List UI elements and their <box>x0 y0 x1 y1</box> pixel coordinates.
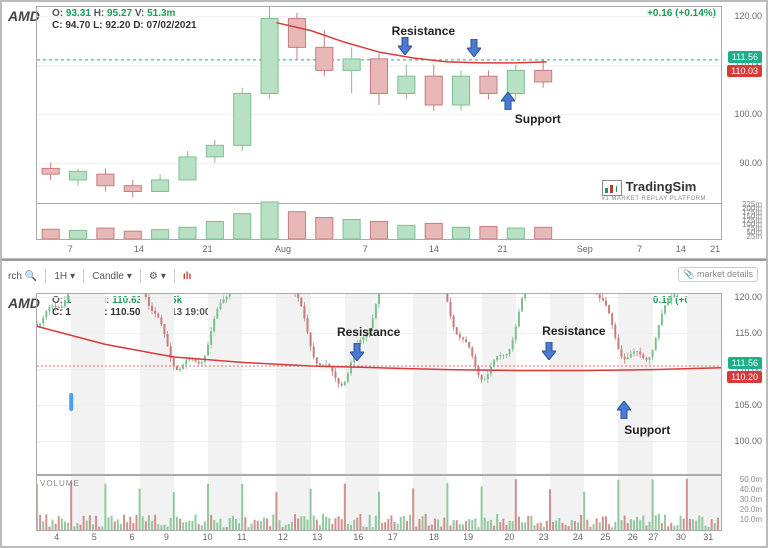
timeframe-label: 1H <box>54 271 67 282</box>
x-axis-labels-bottom: 456910111213161718192023242526273031 <box>36 532 722 544</box>
market-details-label: market details <box>697 269 753 279</box>
price-tag-green: 111.56 <box>728 357 762 369</box>
indicators-icon: ılı <box>183 271 191 282</box>
y-axis-labels-bottom: 120.00115.00110.00105.00100.00 <box>724 293 762 475</box>
toolbar-separator <box>140 269 141 283</box>
candlestick-chart-bottom[interactable] <box>36 293 722 475</box>
bottom-chart-panel: rch 🔍 1H ▾ Candle ▾ ⚙ ▾ ılı 📎 market det… <box>1 259 767 547</box>
volume-chart-top[interactable] <box>36 200 722 240</box>
x-axis-labels-top: 71421Aug71421Sep71421 <box>36 244 722 256</box>
search-control[interactable]: rch 🔍 <box>8 271 37 282</box>
candlestick-chart-top[interactable] <box>36 6 722 204</box>
timeframe-select[interactable]: 1H ▾ <box>54 271 75 282</box>
annotation-arrow-icon <box>617 401 631 419</box>
annotation-arrow-icon <box>350 343 364 361</box>
price-tag-red: 110.03 <box>727 65 762 77</box>
annotation-label: Resistance <box>542 324 605 338</box>
indicators-button[interactable]: ılı <box>183 271 191 282</box>
gear-icon: ⚙ <box>149 271 158 282</box>
logo-icon <box>602 180 622 196</box>
page: AMD O: 93.31 H: 95.27 V: 51.3m C: 94.70 … <box>0 0 768 548</box>
volume-chart-bottom[interactable] <box>36 475 722 531</box>
logo-subtitle: #1 MARKET REPLAY PLATFORM <box>602 196 706 202</box>
chart-type-select[interactable]: Candle ▾ <box>92 271 132 282</box>
price-tag-red: 110.20 <box>727 371 762 383</box>
toolbar-separator <box>174 269 175 283</box>
toolbar-separator <box>45 269 46 283</box>
annotation-label: Resistance <box>392 24 455 38</box>
volume-label: VOLUME <box>40 479 80 488</box>
volume-y-labels-top: 225m200m175m150m125m100m75m50m25m <box>724 200 762 240</box>
top-chart-panel: AMD O: 93.31 H: 95.27 V: 51.3m C: 94.70 … <box>1 1 767 259</box>
toolbar-separator <box>83 269 84 283</box>
market-details-button[interactable]: 📎 market details <box>678 267 758 282</box>
logo-text: TradingSim <box>626 179 697 194</box>
price-tag-green: 111.56 <box>728 51 762 63</box>
search-label: rch <box>8 271 22 282</box>
y-axis-labels-top: 120.00110.00100.0090.00 <box>724 6 762 204</box>
annotation-label: Resistance <box>337 325 400 339</box>
annotation-arrow-icon <box>467 39 481 57</box>
search-icon: 🔍 <box>25 271 37 282</box>
tradingsim-logo: TradingSim #1 MARKET REPLAY PLATFORM <box>602 179 706 202</box>
annotation-arrow-icon <box>501 92 515 110</box>
volume-y-labels-bottom: 50.0m40.0m30.0m20.0m10.0m <box>724 475 762 531</box>
annotation-label: Support <box>624 423 670 437</box>
annotation-label: Support <box>515 112 561 126</box>
chart-toolbar: rch 🔍 1H ▾ Candle ▾ ⚙ ▾ ılı <box>8 265 760 287</box>
annotation-arrow-icon <box>542 342 556 360</box>
settings-button[interactable]: ⚙ ▾ <box>149 271 166 282</box>
chart-type-label: Candle <box>92 271 124 282</box>
chevron-down-icon: ▾ <box>70 271 75 282</box>
chevron-down-icon: ▾ <box>127 271 132 282</box>
paperclip-icon: 📎 <box>683 269 694 279</box>
annotation-arrow-icon <box>398 37 412 55</box>
chevron-down-icon: ▾ <box>161 271 166 282</box>
